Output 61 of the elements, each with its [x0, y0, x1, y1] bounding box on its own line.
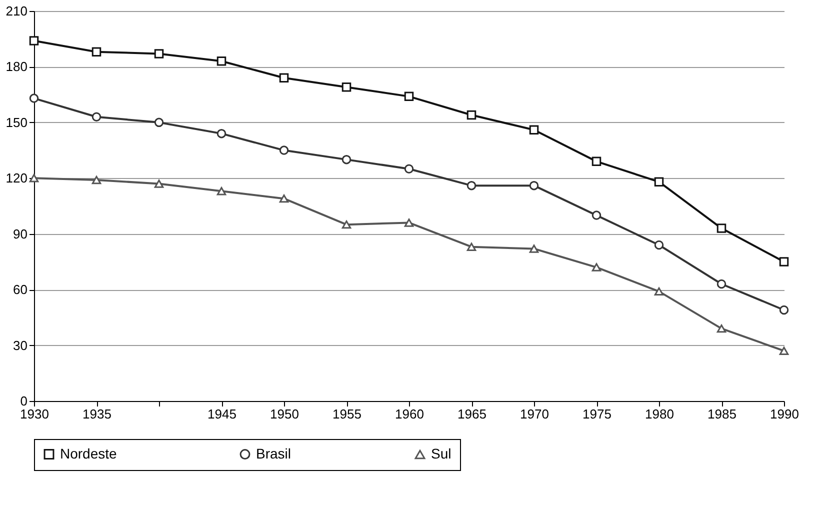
x-tick-label: 1955	[332, 406, 362, 422]
point	[592, 210, 602, 220]
x-tick-label: 1960	[395, 406, 424, 422]
point	[342, 220, 352, 229]
point	[92, 176, 102, 184]
point	[154, 180, 164, 188]
point	[466, 242, 476, 251]
point	[279, 194, 289, 203]
point	[592, 263, 602, 272]
y-tick-label: 150	[6, 114, 28, 130]
point	[592, 156, 602, 166]
point	[654, 287, 664, 296]
legend-label: Nordeste	[60, 445, 118, 462]
point	[654, 240, 664, 250]
point	[279, 146, 289, 155]
x-tick-label: 1965	[458, 406, 486, 422]
point	[529, 180, 539, 190]
point	[154, 118, 164, 128]
point	[779, 305, 789, 315]
y-tick-label: 60	[13, 282, 28, 298]
y-tick-label: 0	[20, 394, 28, 408]
y-tick-label: 120	[6, 170, 28, 186]
x-tick-label: 1950	[270, 406, 299, 422]
x-tick-label: 1930	[20, 406, 49, 422]
point	[216, 187, 226, 196]
x-tick-label: 1980	[645, 406, 674, 422]
point	[466, 110, 476, 120]
y-tick-label: 180	[6, 59, 28, 74]
x-tick-label: 1970	[520, 406, 549, 422]
point	[29, 36, 39, 46]
point	[342, 154, 352, 164]
point	[654, 177, 664, 186]
point	[279, 73, 289, 82]
point	[779, 257, 789, 266]
point	[716, 324, 726, 333]
point	[404, 218, 414, 227]
point	[154, 49, 164, 58]
point	[529, 244, 539, 253]
point	[216, 56, 226, 66]
point	[716, 224, 726, 233]
point	[92, 47, 102, 56]
x-tick-label: 1935	[82, 406, 112, 422]
y-tick-label: 210	[6, 4, 28, 18]
y-tick-label: 30	[13, 338, 28, 353]
point	[342, 82, 352, 92]
point	[216, 128, 226, 138]
legend-label: Brasil	[256, 445, 292, 462]
point	[29, 94, 39, 103]
x-tick-label: 1975	[582, 406, 612, 422]
point	[779, 346, 789, 355]
point	[529, 125, 539, 134]
point	[92, 112, 102, 122]
x-tick-label: 1945	[208, 406, 236, 422]
x-tick-label: 1985	[708, 406, 736, 422]
y-tick-label: 90	[13, 226, 28, 242]
point	[716, 279, 726, 289]
x-tick-label: 1990	[770, 406, 799, 422]
point	[404, 164, 414, 174]
point	[466, 180, 476, 190]
legend-label: Sul	[431, 446, 452, 462]
point	[404, 92, 414, 102]
